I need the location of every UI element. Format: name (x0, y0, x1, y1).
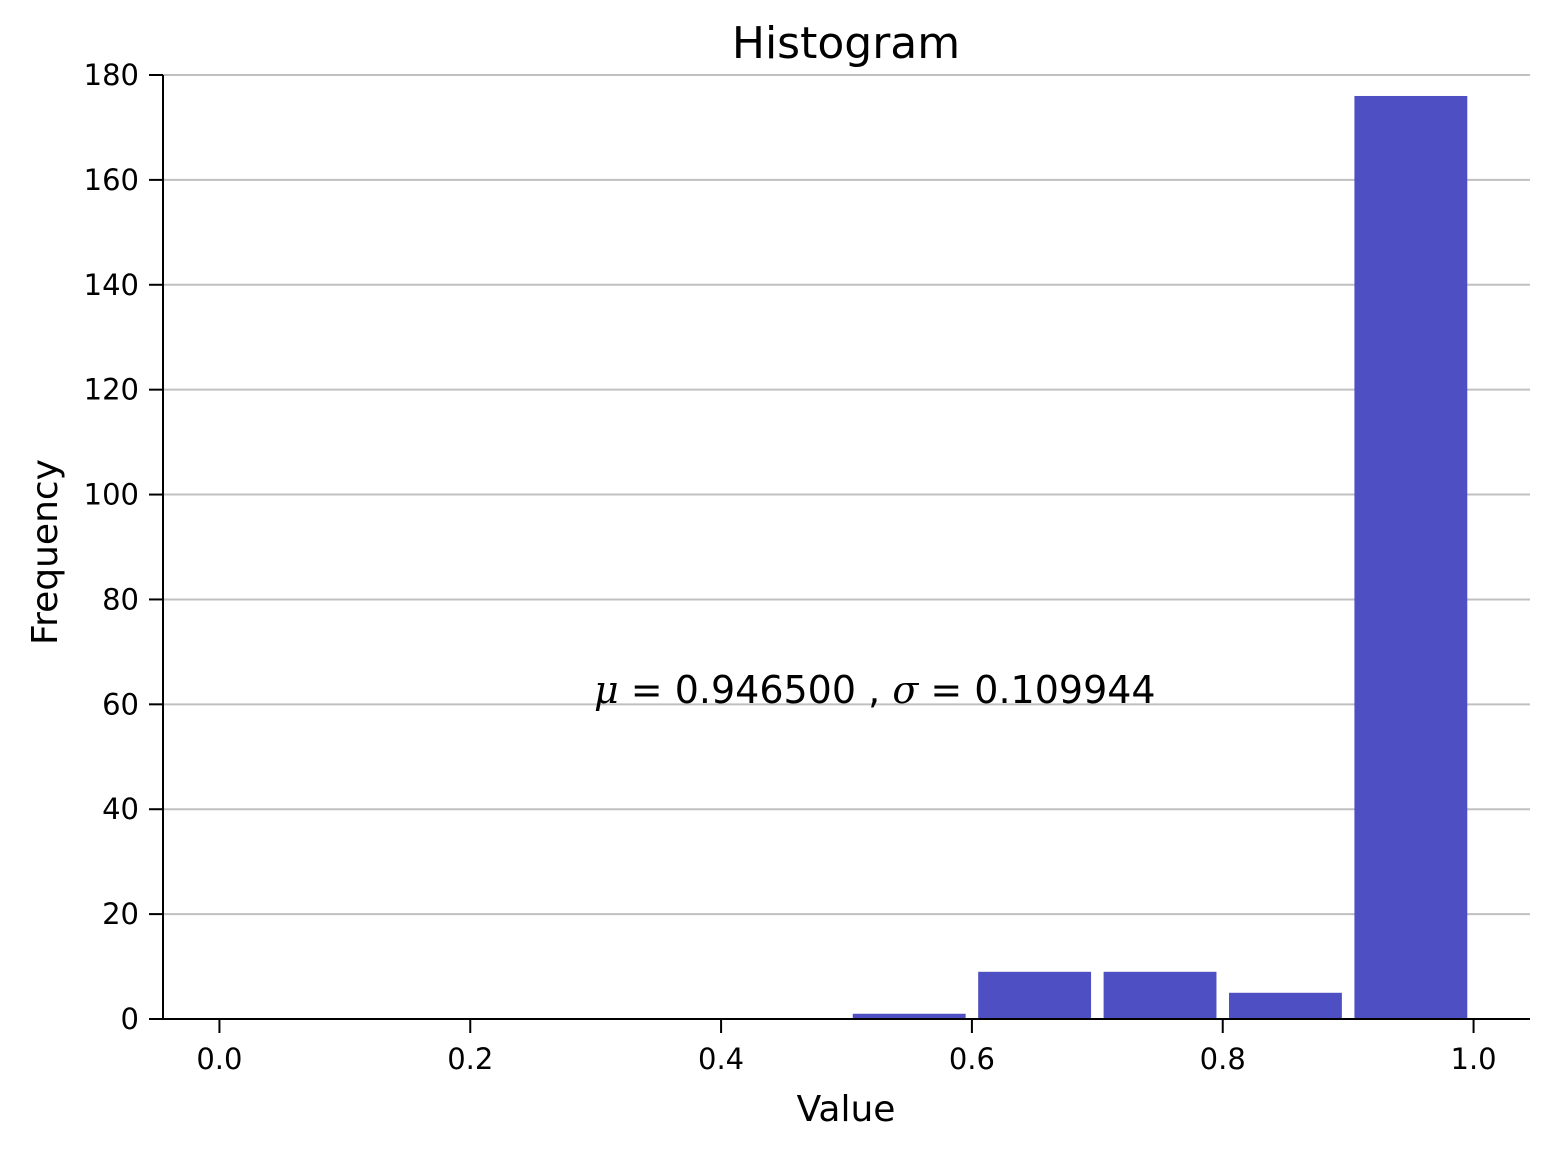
histogram-bar (1354, 95, 1468, 1019)
sigma-equals: = (930, 668, 974, 712)
y-tick-label: 20 (102, 897, 139, 931)
y-tick-label: 140 (84, 268, 139, 302)
grid-layer (163, 74, 1530, 916)
mu-symbol: μ (594, 668, 619, 712)
x-axis-label: Value (797, 1089, 896, 1130)
histogram-bar (1229, 992, 1342, 1019)
sigma-symbol: σ (892, 668, 919, 712)
x-tick-label: 1.0 (1451, 1042, 1497, 1076)
chart-title: Histogram (732, 18, 960, 69)
stats-annotation: μ = 0.946500 , σ = 0.109944 (594, 668, 1156, 712)
y-tick-label: 0 (121, 1002, 139, 1036)
y-tick-label: 120 (84, 373, 139, 407)
y-tick-label: 80 (102, 582, 139, 616)
y-tick-label: 40 (102, 792, 139, 826)
bar-layer (852, 95, 1468, 1019)
x-tick-label: 0.4 (698, 1042, 744, 1076)
x-tick-label: 0.6 (949, 1042, 995, 1076)
tick-layer: 0 20 40 60 80 100 120 140 160 180 0.0 0.2 0.4 0.6 0.8 1… (84, 58, 1497, 1076)
histogram-bar (978, 971, 1092, 1019)
histogram-bar (852, 1013, 966, 1019)
y-tick-label: 160 (84, 163, 139, 197)
axis-layer (162, 75, 1530, 1020)
mu-value: 0.946500 (675, 668, 856, 712)
y-tick-label: 60 (102, 687, 139, 721)
annotation-separator: , (868, 668, 892, 712)
x-tick-label: 0.0 (196, 1042, 242, 1076)
sigma-value: 0.109944 (974, 668, 1155, 712)
mu-equals: = (631, 668, 675, 712)
x-tick-label: 0.8 (1200, 1042, 1246, 1076)
y-tick-label: 100 (84, 478, 139, 512)
x-tick-label: 0.2 (447, 1042, 493, 1076)
histogram-bar (1103, 971, 1217, 1019)
y-tick-label: 180 (84, 58, 139, 92)
y-axis-label: Frequency (25, 459, 66, 645)
